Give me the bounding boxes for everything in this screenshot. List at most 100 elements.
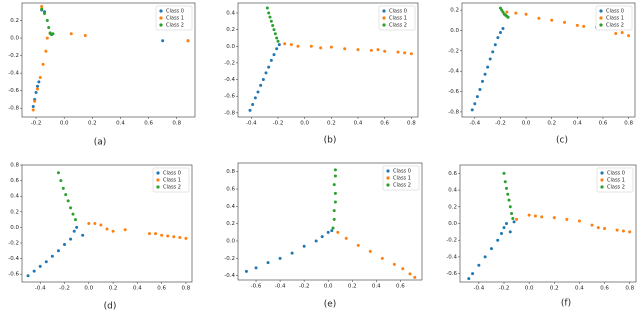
scatter-point [319, 46, 323, 50]
legend-marker [599, 23, 603, 27]
legend-label: Class 0 [389, 9, 407, 15]
scatter-point [38, 264, 42, 268]
scatter-point [264, 71, 268, 75]
scatter-point [524, 12, 528, 16]
scatter-point [621, 229, 625, 233]
scatter-point [302, 244, 306, 248]
scatter-point [251, 103, 255, 107]
scatter-point [45, 19, 49, 23]
scatter-point [256, 90, 260, 94]
legend-marker [600, 171, 604, 175]
scatter-point [51, 32, 55, 36]
scatter-point [330, 229, 334, 233]
x-tick-label: 0.8 [172, 121, 181, 127]
scatter-point [45, 36, 49, 40]
x-tick-label: 0.2 [550, 286, 559, 292]
scatter-point [467, 277, 471, 281]
x-tick-label: 0.6 [144, 121, 153, 127]
plot-frame [21, 164, 193, 283]
scatter-point [75, 225, 79, 229]
scatter-point [506, 192, 510, 196]
legend-label: Class 2 [606, 23, 624, 29]
scatter-point [34, 90, 38, 94]
y-tick-label: 0.0 [226, 239, 235, 245]
x-tick-label: -0.4 [473, 286, 484, 292]
scatter-point [253, 96, 257, 100]
legend-label: Class 0 [607, 171, 625, 177]
x-tick-label: -0.6 [251, 284, 262, 290]
scatter-point [331, 226, 335, 230]
scatter-point [276, 39, 280, 43]
scatter-point [296, 44, 300, 48]
scatter-point [512, 220, 516, 224]
scatter-point [356, 48, 360, 52]
legend-box [155, 5, 193, 31]
scatter-point [332, 183, 336, 187]
scatter-point [508, 205, 512, 209]
y-tick-label: -0.2 [448, 48, 459, 54]
y-tick-label: -0.8 [8, 106, 19, 112]
y-tick-label: -0.2 [8, 53, 19, 59]
legend-box [595, 5, 633, 31]
scatter-point [505, 186, 509, 190]
panel-caption: (b) [324, 136, 337, 146]
scatter-point [32, 269, 36, 273]
scatter-point [111, 229, 115, 233]
scatter-point [503, 180, 507, 184]
y-tick-label: 0.0 [10, 225, 19, 231]
x-tick-label: 0.6 [599, 121, 608, 127]
scatter-point [333, 200, 337, 204]
legend-box [382, 165, 420, 191]
panel-caption: (a) [94, 138, 107, 148]
y-tick-label: 0.4 [448, 188, 457, 194]
scatter-point [275, 47, 279, 51]
scatter-point [266, 261, 270, 265]
scatter-point [614, 32, 618, 36]
scatter-point [329, 45, 333, 49]
scatter-point [506, 15, 510, 19]
legend-marker [386, 176, 390, 180]
legend-label: Class 1 [389, 16, 407, 22]
x-tick-label: -0.2 [299, 284, 310, 290]
scatter-point [563, 20, 567, 24]
scatter-point [409, 52, 413, 56]
scatter-point [265, 6, 269, 10]
scatter-point [154, 232, 158, 236]
x-tick-label: 0.2 [547, 121, 556, 127]
y-tick-label: 0.6 [448, 171, 457, 177]
scatter-point [290, 251, 294, 255]
x-tick-label: 0.0 [300, 121, 309, 127]
scatter-point [160, 233, 164, 237]
scatter-point [333, 191, 337, 195]
scatter-point [56, 249, 60, 253]
scatter-point [615, 228, 619, 232]
y-tick-label: -0.4 [224, 273, 235, 279]
scatter-point [475, 95, 479, 99]
y-tick-label: 0.0 [450, 28, 459, 34]
scatter-point [69, 206, 73, 210]
y-tick-label: -0.2 [224, 256, 235, 262]
scatter-point [356, 243, 360, 247]
scatter-point [344, 236, 348, 240]
scatter-point [392, 262, 396, 266]
x-tick-label: 0.2 [88, 121, 97, 127]
legend-label: Class 2 [166, 23, 184, 29]
scatter-point [40, 5, 44, 9]
legend-label: Class 0 [393, 169, 411, 175]
scatter-point [478, 88, 482, 92]
scatter-point [333, 174, 337, 178]
scatter-point [269, 19, 273, 23]
y-tick-label: -0.4 [8, 256, 19, 262]
y-tick-label: 0.2 [226, 221, 235, 227]
y-tick-label: -0.6 [446, 271, 457, 277]
y-tick-label: -0.4 [8, 71, 19, 77]
x-tick-label: 0.6 [157, 286, 166, 292]
scatter-point [408, 272, 412, 276]
y-tick-label: 0.0 [10, 36, 19, 42]
scatter-point [248, 108, 252, 112]
legend-box [152, 167, 190, 193]
scatter-point [73, 218, 77, 222]
x-tick-label: -0.2 [59, 286, 70, 292]
x-tick-label: 0.6 [380, 121, 389, 127]
x-tick-label: -0.2 [273, 121, 284, 127]
